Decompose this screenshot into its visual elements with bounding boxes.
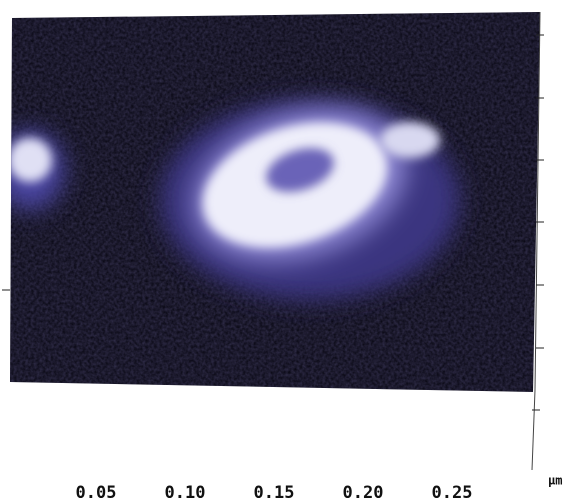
x-tick-label: 0.20 bbox=[343, 483, 384, 503]
x-tick-label: 0.25 bbox=[432, 483, 473, 503]
x-axis: 0.05 0.10 0.15 0.20 0.25 bbox=[76, 483, 473, 503]
axis-line bbox=[532, 390, 535, 470]
x-tick-label: 0.15 bbox=[254, 483, 295, 503]
unit-label: µm bbox=[548, 474, 562, 488]
surface bbox=[0, 0, 566, 400]
x-tick-label: 0.05 bbox=[76, 483, 117, 503]
x-tick-label: 0.10 bbox=[165, 483, 206, 503]
afm-image: 0.05 0.10 0.15 0.20 0.25 µm bbox=[0, 0, 566, 504]
page: 0.050.100.150.200.25 µm (() => { const d… bbox=[0, 0, 566, 504]
